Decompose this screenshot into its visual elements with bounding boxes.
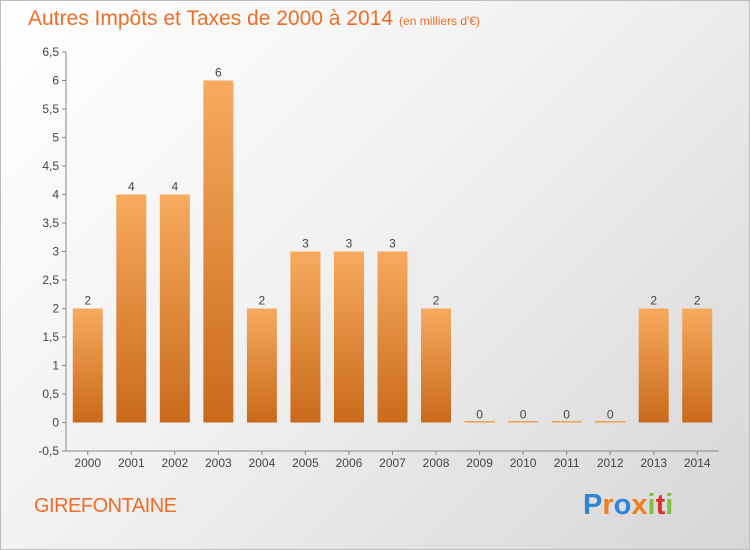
y-tick-label: 3,5 <box>42 216 59 230</box>
data-label-2009: 0 <box>476 408 483 422</box>
y-tick-label: -0,5 <box>38 444 59 458</box>
y-tick-label: 3 <box>52 245 59 259</box>
chart-title-text: Autres Impôts et Taxes de 2000 à 2014 <box>28 7 394 30</box>
data-labels: 2 4 4 6 2 3 3 3 2 0 0 0 0 2 2 <box>84 66 700 422</box>
y-tick-label: 4,5 <box>42 159 59 173</box>
x-tick-label-2007: 2007 <box>379 456 406 470</box>
y-tick-label: 0,5 <box>42 387 59 401</box>
bar-2007 <box>377 251 408 423</box>
data-label-2000: 2 <box>84 294 91 308</box>
data-label-2008: 2 <box>433 294 440 308</box>
y-tick-label: 5 <box>52 131 59 145</box>
data-label-2010: 0 <box>520 408 527 422</box>
x-tick-label-2012: 2012 <box>597 456 624 470</box>
bars <box>72 80 713 423</box>
logo-letter: t <box>655 489 666 521</box>
chart-unit: (en milliers d'€) <box>399 14 481 28</box>
y-tick-label: 4 <box>52 188 59 202</box>
x-tick-label-2008: 2008 <box>423 456 450 470</box>
data-label-2002: 4 <box>171 180 178 194</box>
y-tick-label: 2,5 <box>42 273 59 287</box>
logo-letter: r <box>602 489 614 521</box>
bar-2000 <box>72 308 103 423</box>
bar-2003 <box>203 80 234 423</box>
y-tick-label: 1 <box>52 359 59 373</box>
data-label-2011: 0 <box>563 408 570 422</box>
bar-2004 <box>246 308 277 423</box>
y-tick-label: 6,5 <box>42 45 59 59</box>
x-tick-label-2002: 2002 <box>161 456 188 470</box>
y-tick-label: 6 <box>52 74 59 88</box>
x-tick-label-2009: 2009 <box>466 456 493 470</box>
y-tick-label: 1,5 <box>42 330 59 344</box>
y-tick-label: 0 <box>52 416 59 430</box>
x-tick-label-2000: 2000 <box>74 456 101 470</box>
data-label-2005: 3 <box>302 237 309 251</box>
commune-name: GIREFONTAINE <box>34 495 177 517</box>
bar-2013 <box>638 308 669 423</box>
data-label-2007: 3 <box>389 237 396 251</box>
data-label-2004: 2 <box>259 294 266 308</box>
bar-2014 <box>682 308 713 423</box>
x-tick-label-2003: 2003 <box>205 456 232 470</box>
bar-2005 <box>290 251 321 423</box>
x-tick-label-2001: 2001 <box>118 456 145 470</box>
x-tick-label-2006: 2006 <box>336 456 363 470</box>
data-label-2001: 4 <box>128 180 135 194</box>
bar-2010 <box>508 421 539 423</box>
y-tick-label: 2 <box>52 302 59 316</box>
data-label-2006: 3 <box>346 237 353 251</box>
data-label-2012: 0 <box>607 408 614 422</box>
bar-2006 <box>333 251 364 423</box>
bar-2009 <box>464 421 495 423</box>
data-label-2003: 6 <box>215 66 222 80</box>
bar-2008 <box>421 308 452 423</box>
bar-2012 <box>595 421 626 423</box>
x-tick-label-2005: 2005 <box>292 456 319 470</box>
data-label-2014: 2 <box>694 294 701 308</box>
x-tick-label-2010: 2010 <box>510 456 537 470</box>
bar-2002 <box>159 194 190 423</box>
chart-title: Autres Impôts et Taxes de 2000 à 2014 (en… <box>28 7 480 31</box>
logo-letter: i <box>665 489 674 521</box>
logo-letter: i <box>647 489 656 521</box>
x-tick-label-2014: 2014 <box>684 456 711 470</box>
x-tick-label-2011: 2011 <box>554 456 580 470</box>
proxiti-logo: Proxiti <box>583 489 673 522</box>
x-tick-label-2004: 2004 <box>249 456 276 470</box>
data-label-2013: 2 <box>650 294 657 308</box>
logo-letter: P <box>583 489 603 521</box>
logo-letter: o <box>613 489 632 521</box>
logo-letter: x <box>631 489 648 521</box>
x-tick-label-2013: 2013 <box>640 456 667 470</box>
bar-2011 <box>551 421 582 423</box>
bar-2001 <box>116 194 147 423</box>
y-tick-label: 5,5 <box>42 102 59 116</box>
